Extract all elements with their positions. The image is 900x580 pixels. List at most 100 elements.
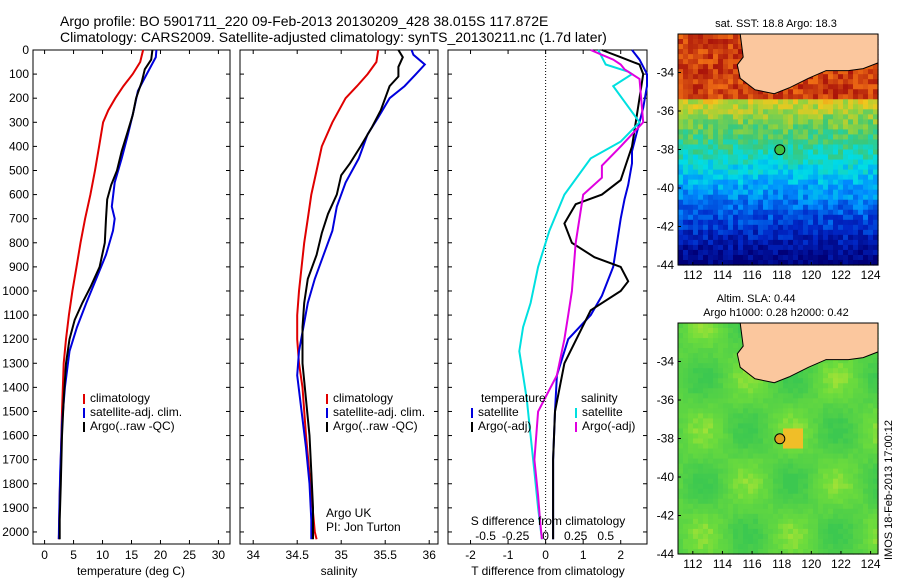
heatmap-cell <box>738 443 744 450</box>
heatmap-cell <box>813 169 819 176</box>
heatmap-cell <box>728 478 734 485</box>
heatmap-cell <box>818 74 824 80</box>
heatmap-cell <box>723 184 729 191</box>
heatmap-cell <box>768 124 774 131</box>
heatmap-cell <box>768 129 774 136</box>
heatmap-cell <box>763 224 769 231</box>
heatmap-cell <box>713 79 719 85</box>
sla-map-panel: Altim. SLA: 0.44 Argo h1000: 0.28 h2000:… <box>657 293 881 571</box>
heatmap-cell <box>708 249 714 256</box>
heatmap-cell <box>758 164 764 171</box>
heatmap-cell <box>733 119 739 125</box>
heatmap-cell <box>863 418 869 425</box>
heatmap-cell <box>748 453 754 460</box>
heatmap-cell <box>788 383 794 389</box>
heatmap-cell <box>718 388 724 394</box>
heatmap-cell <box>868 229 874 236</box>
heatmap-cell <box>783 129 789 136</box>
heatmap-cell <box>863 69 869 75</box>
heatmap-cell <box>688 144 694 151</box>
heatmap-cell <box>758 204 764 211</box>
heatmap-cell <box>783 523 789 530</box>
heatmap-cell <box>698 333 704 339</box>
heatmap-cell <box>688 84 694 90</box>
heatmap-cell <box>703 139 709 146</box>
heatmap-cell <box>853 234 859 241</box>
heatmap-cell <box>848 99 854 105</box>
heatmap-cell <box>698 523 704 530</box>
heatmap-cell <box>688 124 694 131</box>
heatmap-cell <box>733 99 739 105</box>
heatmap-cell <box>733 498 739 505</box>
heatmap-cell <box>678 34 684 40</box>
heatmap-cell <box>818 438 824 445</box>
heatmap-cell <box>723 468 729 475</box>
heatmap-cell <box>843 548 849 555</box>
heatmap-cell <box>733 478 739 485</box>
heatmap-cell <box>783 533 789 540</box>
heatmap-cell <box>738 254 744 261</box>
heatmap-cell <box>758 503 764 510</box>
heatmap-cell <box>698 149 704 156</box>
heatmap-cell <box>733 209 739 216</box>
heatmap-cell <box>808 199 814 206</box>
heatmap-cell <box>678 84 684 90</box>
heatmap-cell <box>683 338 689 344</box>
heatmap-cell <box>703 69 709 75</box>
legend-label: satellite <box>582 405 623 419</box>
heatmap-cell <box>868 214 874 221</box>
heatmap-cell <box>738 89 744 95</box>
heatmap-cell <box>778 458 784 465</box>
heatmap-cell <box>768 413 774 420</box>
heatmap-cell <box>728 34 734 40</box>
y-tick-label: 200 <box>9 91 29 105</box>
heatmap-cell <box>693 543 699 550</box>
heatmap-cell <box>853 383 859 389</box>
heatmap-cell <box>763 518 769 525</box>
heatmap-cell <box>848 199 854 206</box>
heatmap-cell <box>683 518 689 525</box>
heatmap-cell <box>833 159 839 166</box>
heatmap-cell <box>783 428 789 435</box>
heatmap-cell <box>678 104 684 110</box>
heatmap-cell <box>743 528 749 535</box>
heatmap-cell <box>708 154 714 161</box>
credits-line2: PI: Jon Turton <box>326 520 401 534</box>
heatmap-cell <box>778 508 784 515</box>
heatmap-cell <box>693 179 699 186</box>
heatmap-cell <box>838 503 844 510</box>
heatmap-cell <box>688 49 694 55</box>
heatmap-cell <box>838 89 844 95</box>
heatmap-cell <box>788 204 794 211</box>
heatmap-cell <box>683 403 689 409</box>
heatmap-cell <box>713 518 719 525</box>
heatmap-cell <box>733 473 739 480</box>
heatmap-cell <box>798 214 804 221</box>
heatmap-cell <box>698 483 704 490</box>
heatmap-cell <box>818 408 824 414</box>
heatmap-cell <box>708 528 714 535</box>
heatmap-cell <box>843 443 849 450</box>
heatmap-cell <box>873 169 879 176</box>
heatmap-cell <box>743 543 749 550</box>
heatmap-cell <box>843 149 849 156</box>
heatmap-cell <box>748 149 754 156</box>
heatmap-cell <box>713 39 719 45</box>
heatmap-cell <box>783 408 789 414</box>
heatmap-cell <box>678 338 684 344</box>
heatmap-cell <box>688 323 694 329</box>
heatmap-cell <box>793 114 799 120</box>
heatmap-cell <box>788 488 794 495</box>
heatmap-cell <box>743 224 749 231</box>
heatmap-cell <box>873 433 879 440</box>
heatmap-cell <box>778 378 784 384</box>
heatmap-cell <box>758 483 764 490</box>
heatmap-cell <box>853 114 859 120</box>
heatmap-cell <box>838 184 844 191</box>
heatmap-cell <box>753 124 759 131</box>
heatmap-cell <box>798 408 804 414</box>
heatmap-cell <box>713 433 719 440</box>
heatmap-cell <box>798 453 804 460</box>
heatmap-cell <box>763 408 769 414</box>
heatmap-cell <box>693 503 699 510</box>
